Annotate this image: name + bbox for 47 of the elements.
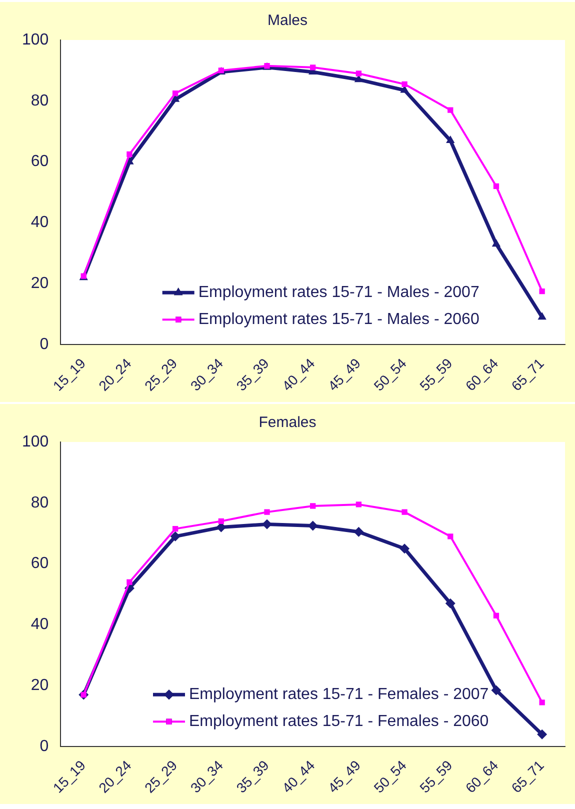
y-tick-label: 80 (30, 92, 49, 110)
point (310, 503, 316, 509)
point (172, 526, 178, 532)
y-tick-label: 100 (22, 31, 49, 48)
point (264, 509, 270, 515)
point (402, 509, 408, 515)
y-tick-label: 20 (30, 677, 49, 694)
point (310, 64, 316, 70)
point (448, 107, 454, 113)
point (356, 502, 362, 508)
y-tick-label: 20 (30, 275, 49, 292)
point (172, 90, 178, 96)
point (218, 518, 224, 524)
point (170, 531, 180, 542)
point (539, 700, 545, 706)
point (537, 729, 548, 740)
point (308, 520, 318, 531)
point (492, 239, 501, 247)
point (402, 81, 408, 87)
point (262, 519, 272, 530)
point (126, 151, 132, 158)
point (445, 598, 456, 608)
point (400, 544, 410, 554)
y-tick-label: 60 (30, 555, 49, 572)
y-tick-label: 0 (40, 738, 49, 755)
y-tick-label: 40 (30, 214, 49, 232)
point (448, 534, 454, 540)
legend-label: Employment rates 15-71 - Males - 2060 (198, 311, 480, 328)
point (539, 288, 545, 294)
point (446, 136, 455, 144)
y-tick-label: 100 (22, 433, 49, 450)
chart-title: Females (258, 414, 316, 432)
chart-title: Males (267, 12, 308, 30)
y-tick-label: 40 (30, 616, 49, 634)
point (356, 70, 362, 76)
point (493, 183, 500, 190)
y-tick-label: 0 (40, 336, 49, 353)
point (538, 312, 546, 320)
legend-label: Employment rates 15-71 - Females - 2007 (189, 686, 489, 703)
legend-label: Employment rates 15-71 - Males - 2007 (198, 284, 480, 301)
legend-label: Employment rates 15-71 - Females - 2060 (189, 713, 489, 730)
point (126, 579, 132, 585)
point (491, 685, 502, 696)
y-tick-label: 80 (30, 494, 49, 512)
point (354, 526, 364, 537)
point (493, 612, 500, 618)
y-tick-label: 60 (30, 153, 49, 170)
